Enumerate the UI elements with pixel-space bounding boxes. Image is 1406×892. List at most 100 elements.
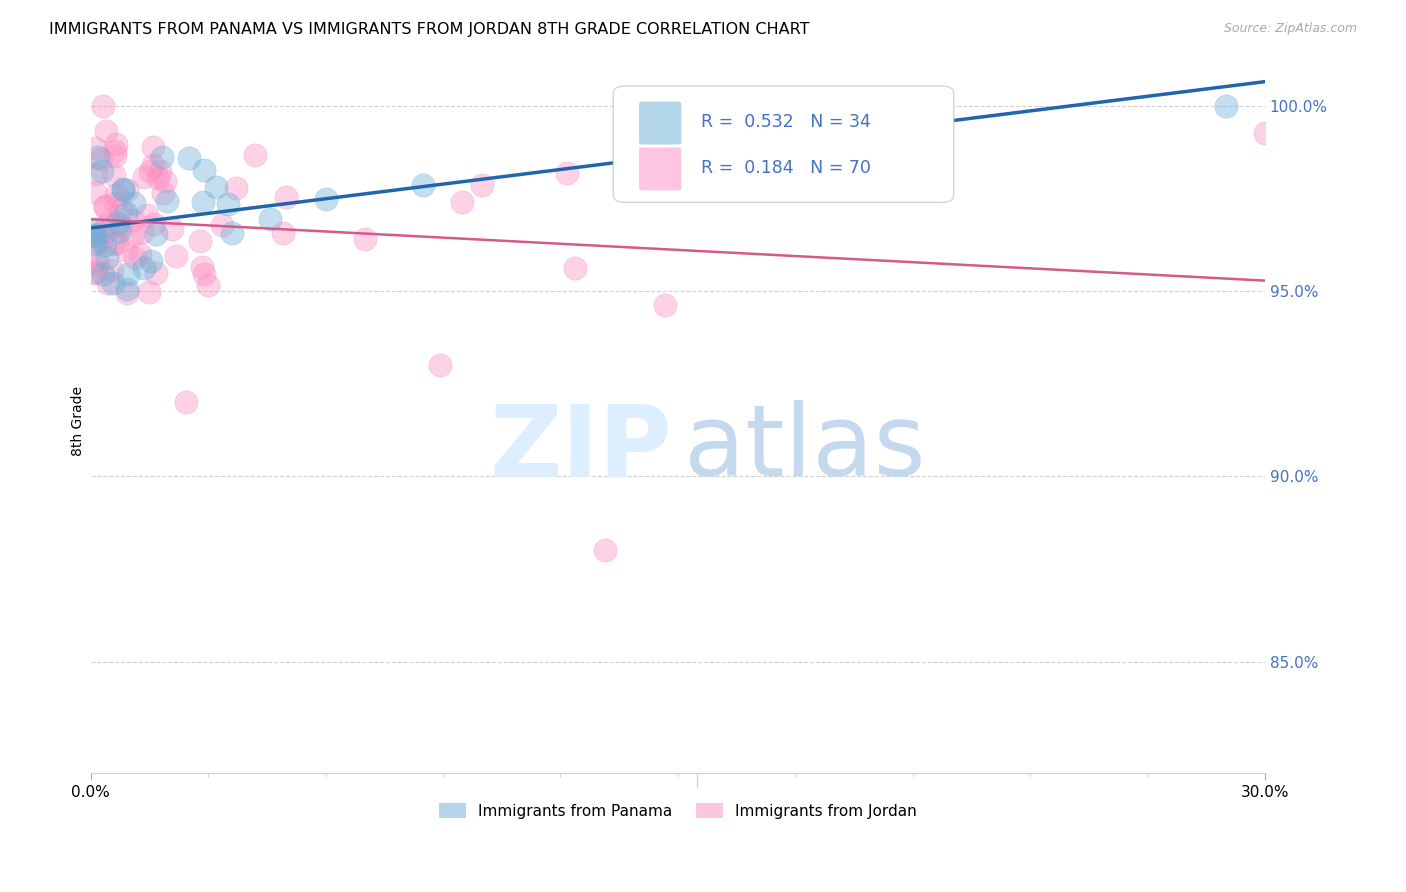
Point <box>83 236 105 251</box>
Point <box>193 163 215 178</box>
Point <box>450 194 472 209</box>
Text: Source: ZipAtlas.com: Source: ZipAtlas.com <box>1223 22 1357 36</box>
FancyBboxPatch shape <box>613 87 953 202</box>
Point <box>138 164 160 178</box>
Point <box>122 196 145 211</box>
Point <box>259 212 281 227</box>
Point <box>84 167 107 181</box>
Point <box>174 395 197 409</box>
Point <box>90 233 112 247</box>
Point <box>593 543 616 558</box>
Point <box>112 182 135 196</box>
Point <box>142 217 165 231</box>
Point <box>162 221 184 235</box>
Point <box>153 174 176 188</box>
Point <box>165 249 187 263</box>
Point <box>83 185 105 199</box>
Point <box>149 164 172 178</box>
Point <box>104 144 127 158</box>
Point <box>86 235 108 249</box>
Point <box>100 219 122 233</box>
FancyBboxPatch shape <box>640 147 682 190</box>
FancyBboxPatch shape <box>640 102 682 145</box>
Text: IMMIGRANTS FROM PANAMA VS IMMIGRANTS FROM JORDAN 8TH GRADE CORRELATION CHART: IMMIGRANTS FROM PANAMA VS IMMIGRANTS FRO… <box>49 22 810 37</box>
Point <box>141 254 163 268</box>
Point <box>112 183 135 197</box>
Point <box>129 247 152 261</box>
Point <box>188 234 211 248</box>
Point <box>193 268 215 282</box>
Point <box>108 219 131 234</box>
Point <box>142 140 165 154</box>
Point <box>145 227 167 241</box>
Point <box>94 124 117 138</box>
Point <box>107 216 129 230</box>
Point <box>221 226 243 240</box>
Legend: Immigrants from Panama, Immigrants from Jordan: Immigrants from Panama, Immigrants from … <box>433 797 924 825</box>
Point <box>83 222 105 236</box>
Point <box>122 228 145 243</box>
Point <box>91 163 114 178</box>
Point <box>94 199 117 213</box>
Point <box>245 148 267 162</box>
Point <box>124 251 146 265</box>
Point <box>86 227 108 242</box>
Point <box>117 183 139 197</box>
Point <box>132 169 155 184</box>
Point <box>564 261 586 276</box>
Point <box>83 228 105 243</box>
Point <box>217 197 239 211</box>
Point <box>83 265 105 279</box>
Point <box>115 285 138 300</box>
Point <box>101 263 124 277</box>
Point <box>83 266 105 280</box>
Point <box>193 195 215 210</box>
Point <box>86 150 108 164</box>
Point <box>145 266 167 280</box>
Point <box>134 261 156 276</box>
Y-axis label: 8th Grade: 8th Grade <box>72 385 86 456</box>
Point <box>412 178 434 193</box>
Point <box>96 252 118 266</box>
Point <box>276 190 298 204</box>
Point <box>103 168 125 182</box>
Point <box>104 187 127 202</box>
Point <box>862 106 884 120</box>
Point <box>471 178 494 192</box>
Point <box>108 224 131 238</box>
Point <box>315 192 337 206</box>
Point <box>654 298 676 312</box>
Point <box>353 232 375 246</box>
Point <box>152 186 174 200</box>
Point <box>84 253 107 268</box>
Point <box>225 181 247 195</box>
Point <box>177 151 200 165</box>
Point <box>429 358 451 372</box>
Point <box>110 202 132 217</box>
Point <box>114 206 136 220</box>
Point <box>115 282 138 296</box>
Point <box>94 200 117 214</box>
Point <box>115 244 138 258</box>
Point <box>146 171 169 186</box>
Point <box>87 257 110 271</box>
Point <box>101 237 124 252</box>
Point <box>94 237 117 252</box>
Point <box>91 267 114 281</box>
Point <box>104 195 127 210</box>
Point <box>135 208 157 222</box>
Point <box>93 98 115 112</box>
Point <box>211 218 233 232</box>
Point <box>205 180 228 194</box>
Point <box>83 141 105 155</box>
Point <box>104 149 127 163</box>
Point <box>138 285 160 299</box>
Point <box>96 217 118 231</box>
Point <box>117 267 139 281</box>
Text: ZIP: ZIP <box>489 401 672 498</box>
Point <box>142 158 165 172</box>
Point <box>271 226 294 240</box>
Point <box>1215 98 1237 112</box>
Text: R =  0.532   N = 34: R = 0.532 N = 34 <box>702 113 872 131</box>
Point <box>150 150 173 164</box>
